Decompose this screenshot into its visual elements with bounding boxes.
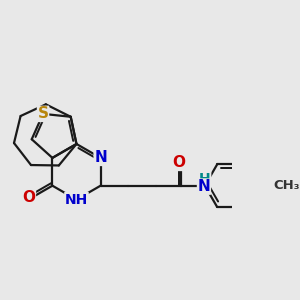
Text: O: O — [172, 155, 185, 170]
Text: N: N — [94, 150, 107, 165]
Text: NH: NH — [65, 193, 88, 207]
Text: CH₃: CH₃ — [273, 179, 300, 192]
Text: H: H — [199, 172, 211, 186]
Text: S: S — [38, 106, 49, 122]
Text: O: O — [22, 190, 35, 206]
Text: N: N — [198, 179, 210, 194]
